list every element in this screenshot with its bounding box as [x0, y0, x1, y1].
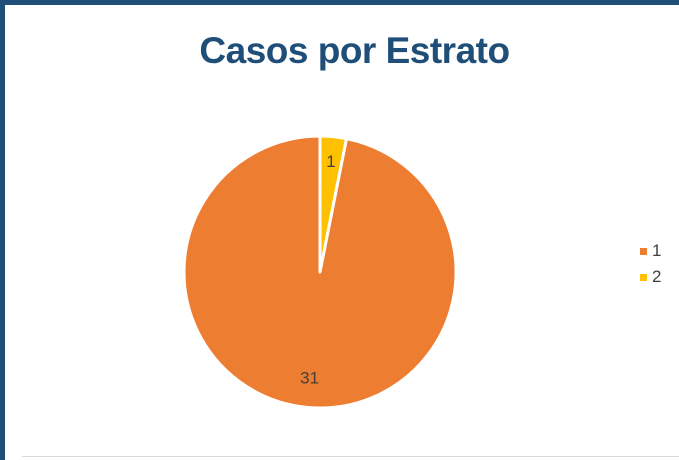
legend-swatch: [640, 247, 647, 255]
pie-slice-1: [182, 134, 458, 410]
legend-item: 2: [640, 266, 678, 288]
data-label-1: 31: [300, 369, 319, 388]
legend-swatch: [640, 273, 647, 281]
legend-item: 1: [640, 240, 678, 262]
legend-label: 2: [652, 267, 662, 286]
chart-area-border: [22, 456, 679, 457]
chart-title: Casos por Estrato: [199, 30, 510, 71]
legend: 1 2: [640, 240, 678, 292]
data-label-2: 1: [326, 152, 335, 171]
legend-label: 1: [652, 241, 662, 260]
